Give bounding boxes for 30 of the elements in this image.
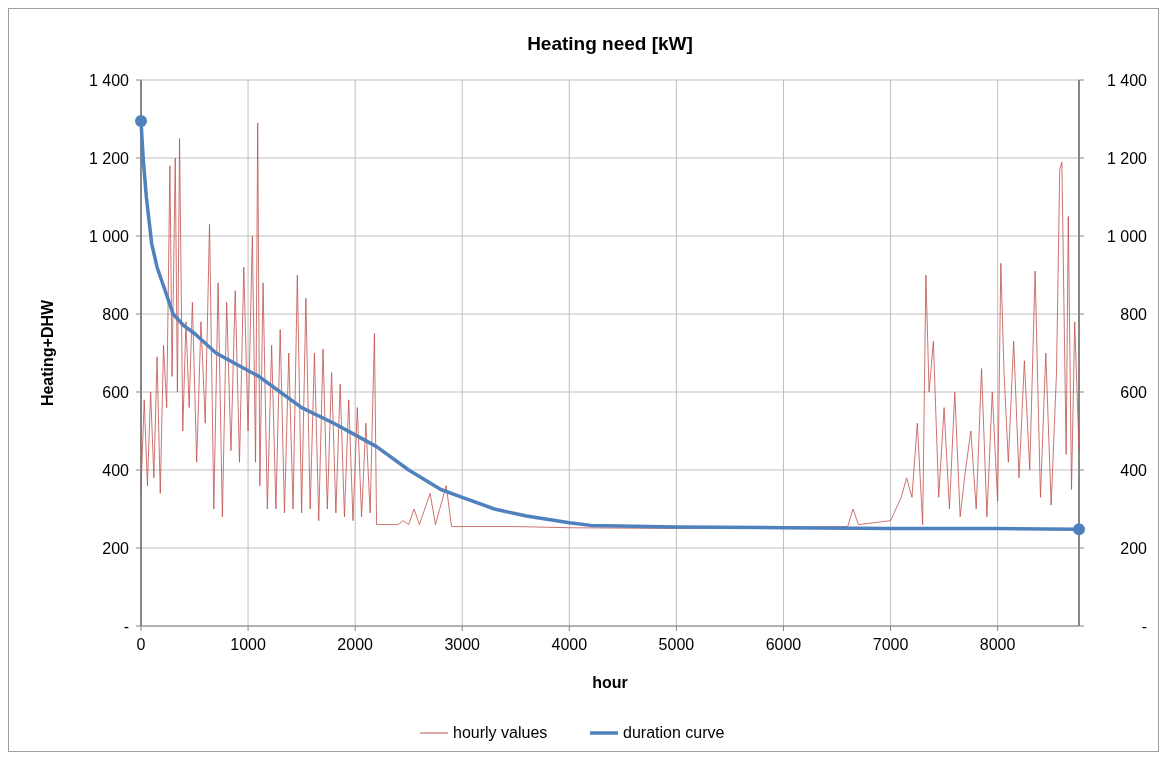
y-tick-label: 200 [102, 539, 130, 557]
y2-tick-label: 1 200 [1106, 149, 1148, 167]
y2-tick-label: 400 [1120, 461, 1148, 479]
x-tick-label: 2000 [337, 636, 374, 653]
y2-tick-label: 1 000 [1106, 227, 1148, 245]
x-tick-label: 6000 [765, 636, 802, 653]
y-tick-label: - [123, 617, 129, 635]
y-tick-label: 1 400 [88, 71, 130, 89]
x-tick-label: 3000 [444, 636, 481, 653]
y2-tick-label: 800 [1120, 305, 1148, 323]
y-tick-label: 1 000 [88, 227, 130, 245]
y-tick-label: 800 [102, 305, 130, 323]
legend-label: duration curve [623, 724, 725, 741]
x-tick-label: 7000 [872, 636, 909, 653]
x-tick-label: 5000 [658, 636, 695, 653]
x-tick-label: 4000 [551, 636, 588, 653]
y-tick-label: 1 200 [88, 149, 130, 167]
y2-tick-label: 1 400 [1106, 71, 1148, 89]
y-tick-label: 400 [102, 461, 130, 479]
y2-tick-label: - [1141, 617, 1147, 635]
x-tick-label: 8000 [979, 636, 1016, 653]
y2-tick-label: 600 [1120, 383, 1148, 401]
y-tick-label: 600 [102, 383, 130, 401]
x-tick-label: 0 [136, 636, 146, 653]
y-axis-title: Heating+DHW [39, 298, 56, 407]
x-axis-title: hour [592, 674, 628, 691]
legend-label: hourly values [453, 724, 548, 741]
chart-title: Heating need [kW] [527, 33, 693, 54]
x-tick-label: 1000 [230, 636, 266, 653]
y2-tick-label: 200 [1120, 539, 1148, 557]
